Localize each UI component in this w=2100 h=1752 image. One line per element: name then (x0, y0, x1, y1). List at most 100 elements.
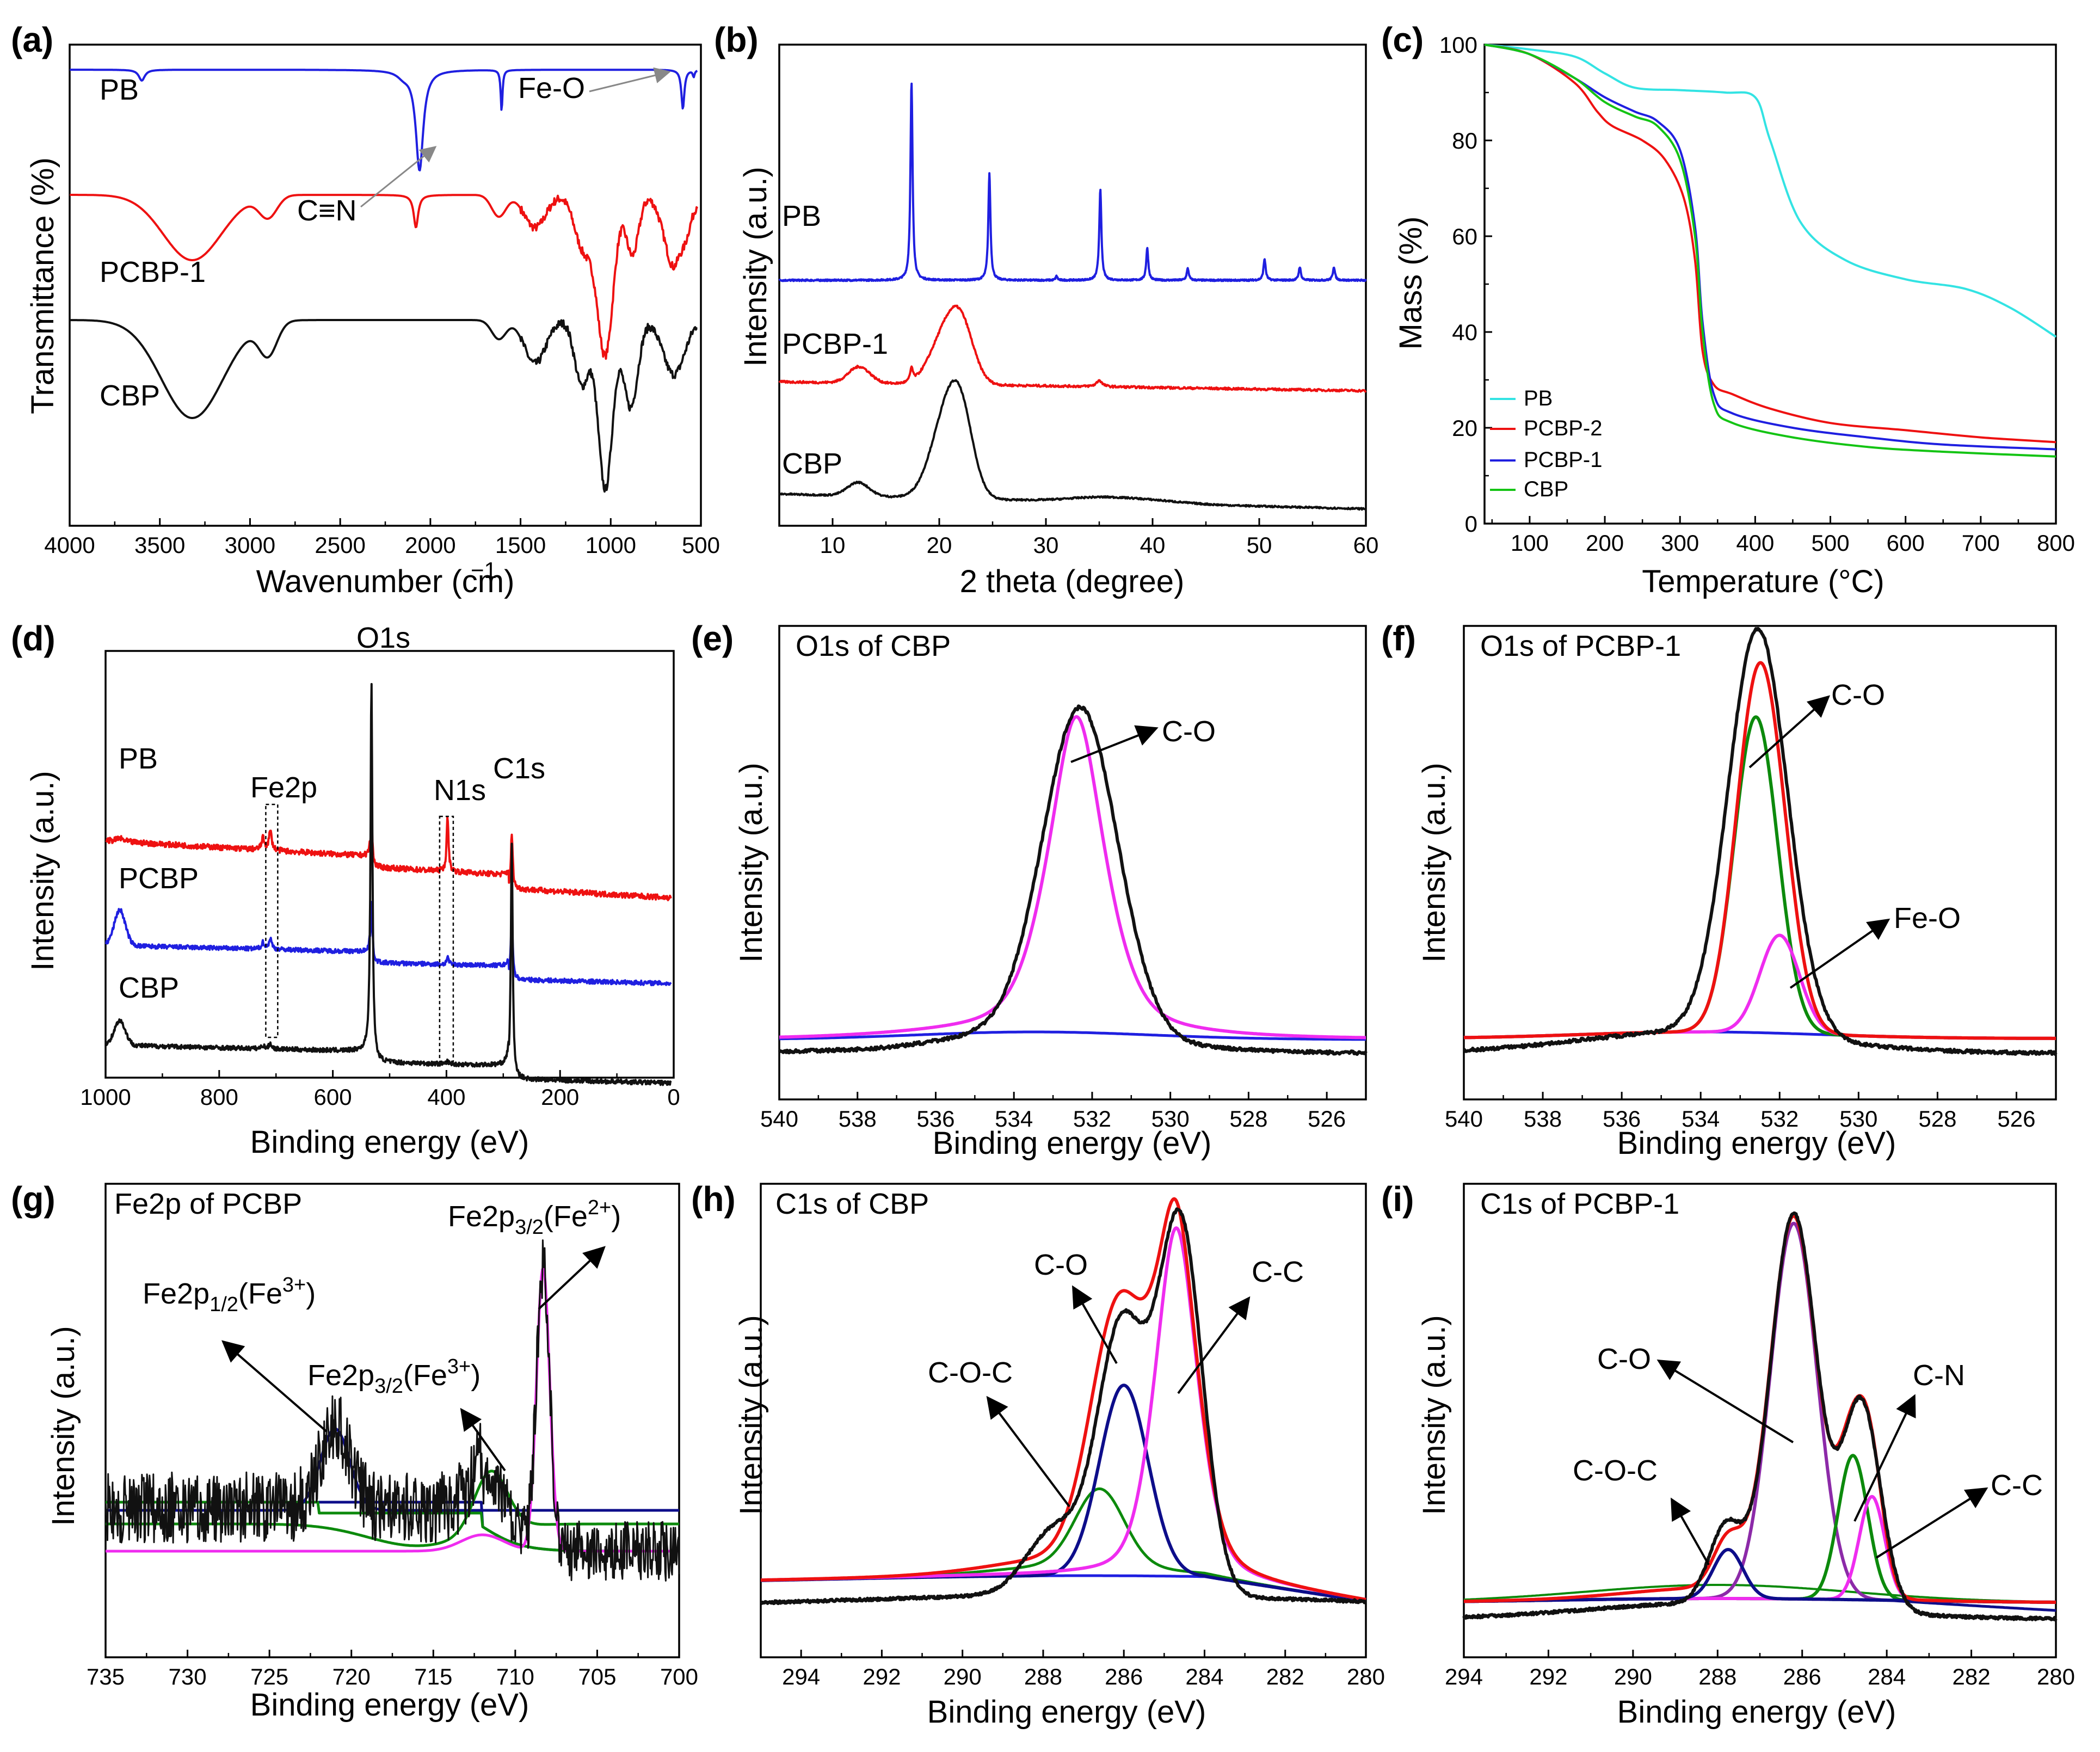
x-axis-label: Temperature (°C) (1642, 564, 1884, 599)
y-tick-label: 20 (1452, 415, 1477, 441)
x-tick-label: 705 (578, 1664, 616, 1689)
plot-frame (1463, 625, 2057, 1101)
y-axis-label: Intensity (a.u.) (1417, 1315, 1452, 1515)
anno-feo-arrow (1789, 918, 1890, 989)
anno-co: C-O (1831, 679, 1885, 711)
anno-feo: Fe-O (1894, 902, 1961, 935)
panel-g: 735 730 725 720 715 710 705 700 (g) Fe2p of PCBP F… (11, 1179, 698, 1723)
y-axis-label: Intensity (a.u.) (1417, 763, 1452, 962)
anno-fe3-32-arrow (460, 1407, 506, 1472)
anno-n1s: N1s (434, 774, 486, 807)
y-axis-label: Intensity (a.u.) (734, 1315, 769, 1515)
anno-fe3-12: Fe2p1/2(Fe3+) (143, 1274, 316, 1316)
x-tick-label: 294 (782, 1664, 820, 1689)
anno-co: C-O (1597, 1343, 1651, 1375)
panel-b: 10 20 30 40 50 60 (b) PB PCBP-1 CBP 2 theta (degre… (714, 20, 1378, 599)
panel-label-e: (e) (691, 619, 734, 658)
anno-coc-arrow (986, 1396, 1070, 1508)
series-cbp (105, 683, 672, 1086)
x-tick-label: 294 (1445, 1664, 1483, 1689)
x-axis-label: Binding energy (eV) (250, 1687, 529, 1723)
peak-co (1463, 715, 2057, 1040)
background-fit (779, 1030, 1366, 1041)
x-tick-label: 288 (1024, 1664, 1062, 1689)
x-tick-label: 200 (1586, 530, 1624, 556)
x-tick-label: 282 (1266, 1664, 1304, 1689)
raw-data (778, 704, 1368, 1056)
panel-label-g: (g) (11, 1179, 56, 1219)
x-tick-label: 735 (87, 1664, 125, 1689)
series-pcbp-2 (1484, 44, 2056, 444)
x-tick-label: 10 (820, 532, 846, 558)
x-axis-label: Binding energy (eV) (933, 1126, 1212, 1161)
anno-fe2-32: Fe2p3/2(Fe2+) (448, 1196, 621, 1239)
peak-co (778, 715, 1367, 1040)
series-pb (1484, 44, 2057, 338)
legend-label: PCBP-2 (1524, 416, 1603, 440)
anno-fe2p: Fe2p (250, 771, 317, 804)
legend-label: CBP (1524, 477, 1568, 501)
anno-feo-arrow (589, 67, 671, 93)
legend-cbp: CBP (100, 379, 160, 412)
y-tick-label: 40 (1452, 319, 1477, 345)
x-tick-label: 280 (1347, 1664, 1385, 1689)
panel-h: 294 292 290 288 286 284 282 280 (h) C1s of CBP C-O… (691, 1179, 1385, 1730)
series-pcbp1 (778, 304, 1367, 393)
x-tick-label: 300 (1661, 530, 1699, 556)
anno-co-arrow (1748, 695, 1830, 769)
panel-e: 540 538 536 534 532 530 528 526 (e) O1s of CBP C-O… (691, 619, 1368, 1161)
x-tick-label: 292 (1529, 1664, 1567, 1689)
anno-fe3-32: Fe2p3/2(Fe3+) (307, 1355, 481, 1398)
anno-fe3-12-arrow (221, 1340, 328, 1433)
anno-c1s: C1s (493, 752, 545, 785)
panel-title: C1s of PCBP-1 (1480, 1188, 1679, 1220)
fit-envelope (760, 1197, 1367, 1601)
panel-label-f: (f) (1381, 619, 1416, 658)
series-pb (778, 82, 1367, 282)
x-tick-label: 284 (1185, 1664, 1223, 1689)
x-tick-label: 530 (1151, 1106, 1190, 1132)
n1s-box (439, 815, 454, 1062)
x-axis-label: Binding energy (eV) (1617, 1694, 1896, 1730)
x-tick-label: 3000 (225, 532, 275, 558)
legend-cbp: CBP (782, 447, 842, 480)
anno-o1s: O1s (356, 622, 410, 654)
x-axis-label-sup: −1 (471, 557, 497, 583)
panel-a: 4000 3500 3000 2500 2000 1500 1000 500 (a) PB PCBP… (11, 20, 720, 599)
x-tick-label: 528 (1229, 1106, 1267, 1132)
x-tick-label: 528 (1918, 1106, 1956, 1132)
x-tick-label: 534 (1682, 1106, 1720, 1132)
x-axis-label: Binding energy (eV) (1617, 1126, 1896, 1161)
x-tick-label: 500 (682, 532, 720, 558)
y-axis-label: Intensity (a.u.) (734, 763, 769, 962)
legend-label: PB (1524, 386, 1553, 410)
anno-cn: C-N (1913, 1359, 1965, 1392)
panel-title: O1s of PCBP-1 (1480, 630, 1681, 662)
x-tick-label: 3500 (134, 532, 185, 558)
legend-pb: PB (100, 73, 139, 106)
x-tick-label: 60 (1353, 532, 1379, 558)
x-tick-label: 1000 (586, 532, 636, 558)
y-axis-label: Intensity (a.u.) (738, 167, 773, 366)
panel-label-i: (i) (1381, 1179, 1414, 1219)
x-axis-label: Binding energy (eV) (927, 1694, 1206, 1730)
anno-fe2-32-arrow (538, 1246, 606, 1310)
x-tick-label: 540 (1445, 1106, 1483, 1132)
x-tick-label: 730 (169, 1664, 207, 1689)
x-tick-label: 715 (414, 1664, 452, 1689)
series-pb (69, 69, 698, 171)
x-tick-label: 534 (995, 1106, 1033, 1132)
panel-title: Fe2p of PCBP (114, 1188, 302, 1220)
raw-data (104, 1239, 680, 1582)
x-tick-label: 538 (1524, 1106, 1562, 1132)
legend-pcbp1: PCBP-1 (782, 328, 888, 360)
y-axis-label: Transmittance (%) (25, 157, 60, 414)
y-axis-label: Intensity (a.u.) (46, 1326, 81, 1526)
series-cbp (779, 379, 1367, 511)
legend-cbp: CBP (119, 972, 179, 1004)
anno-co-arrow (1070, 725, 1159, 763)
legend-pb: PB (119, 742, 158, 775)
series-pcbp1 (69, 194, 699, 360)
x-tick-label: 292 (863, 1664, 901, 1689)
